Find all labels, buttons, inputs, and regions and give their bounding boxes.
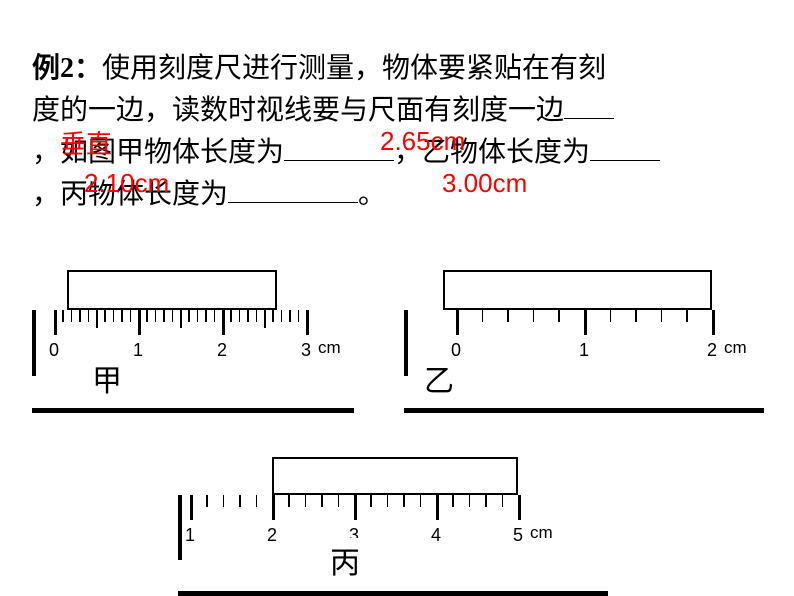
tick	[146, 310, 148, 322]
tick	[239, 310, 241, 322]
tick	[180, 310, 182, 328]
tick	[256, 495, 258, 507]
tick	[485, 495, 487, 507]
tick-label: 4	[431, 525, 441, 546]
answer-4: 3.00cm	[442, 168, 527, 199]
measured-object	[272, 457, 518, 495]
tick	[403, 495, 405, 507]
tick	[272, 495, 275, 520]
tick	[130, 310, 132, 322]
tick-label: 5	[513, 525, 523, 546]
tick	[288, 495, 290, 507]
tick	[305, 495, 307, 507]
tick-label: 2	[267, 525, 277, 546]
tick	[172, 310, 174, 322]
tick	[138, 310, 141, 335]
tick	[96, 310, 98, 328]
blank-2	[284, 133, 394, 161]
measured-object	[443, 270, 712, 310]
tick	[456, 310, 459, 335]
tick	[321, 495, 323, 507]
tick	[104, 310, 106, 322]
tick	[247, 310, 249, 322]
tick	[205, 310, 207, 322]
tick-label: 0	[49, 340, 59, 361]
tick	[71, 310, 73, 322]
tick-label: 1	[185, 525, 195, 546]
tick	[197, 310, 199, 322]
ruler-label: 甲	[92, 356, 122, 400]
tick	[298, 310, 300, 322]
tick-label: 2	[707, 340, 717, 361]
unit-label: cm	[318, 338, 341, 358]
blank-3	[590, 133, 660, 161]
tick	[256, 310, 258, 322]
tick	[289, 310, 291, 322]
answer-2: 2.65cm	[380, 126, 465, 157]
tick	[518, 495, 521, 520]
tick	[222, 310, 225, 335]
tick	[610, 310, 612, 322]
tick	[507, 310, 509, 322]
ruler-label: 丙	[330, 538, 360, 582]
blank-4	[228, 175, 358, 203]
answer-3: 2.10cm	[84, 168, 169, 199]
tick-label: 1	[579, 340, 589, 361]
tick	[155, 310, 157, 322]
tick-label: 1	[133, 340, 143, 361]
tick	[686, 310, 688, 322]
ruler-baseline	[32, 408, 354, 413]
tick	[661, 310, 663, 322]
tick	[533, 310, 535, 322]
tick	[206, 495, 208, 507]
tick	[370, 495, 372, 507]
blank-1	[564, 91, 614, 119]
tick	[482, 310, 484, 322]
unit-label: cm	[530, 523, 553, 543]
tick	[214, 310, 216, 322]
tick	[272, 310, 274, 322]
tick	[635, 310, 637, 322]
tick	[113, 310, 115, 322]
tick	[223, 495, 225, 507]
tick	[354, 495, 357, 520]
tick	[584, 310, 587, 335]
tick	[387, 495, 389, 507]
tick	[230, 310, 232, 322]
tick	[163, 310, 165, 322]
tick	[712, 310, 715, 335]
answer-1: 垂直	[60, 124, 112, 161]
tick-label: 3	[301, 340, 311, 361]
tick	[190, 495, 193, 520]
tick	[502, 495, 504, 507]
ruler-baseline	[178, 591, 608, 596]
tick	[452, 495, 454, 507]
tick	[188, 310, 190, 322]
tick	[558, 310, 560, 322]
question-prefix: 例2：	[32, 53, 102, 84]
tick	[338, 495, 340, 507]
question-line4b: 。	[358, 179, 386, 210]
tick	[420, 495, 422, 507]
tick	[436, 495, 439, 520]
tick	[121, 310, 123, 322]
tick	[264, 310, 266, 328]
measured-object	[67, 270, 277, 310]
tick-label: 2	[217, 340, 227, 361]
tick	[281, 310, 283, 322]
ruler-baseline	[404, 408, 764, 413]
question-line1: 使用刻度尺进行测量，物体要紧贴在有刻	[102, 53, 606, 84]
tick	[88, 310, 90, 322]
tick	[79, 310, 81, 322]
tick	[469, 495, 471, 507]
unit-label: cm	[724, 338, 747, 358]
tick	[239, 495, 241, 507]
tick	[54, 310, 57, 335]
question-line2a: 度的一边，读数时视线要与尺面有刻度一边	[32, 95, 564, 126]
ruler-label: 乙	[424, 356, 454, 400]
tick	[306, 310, 309, 335]
tick	[62, 310, 64, 322]
